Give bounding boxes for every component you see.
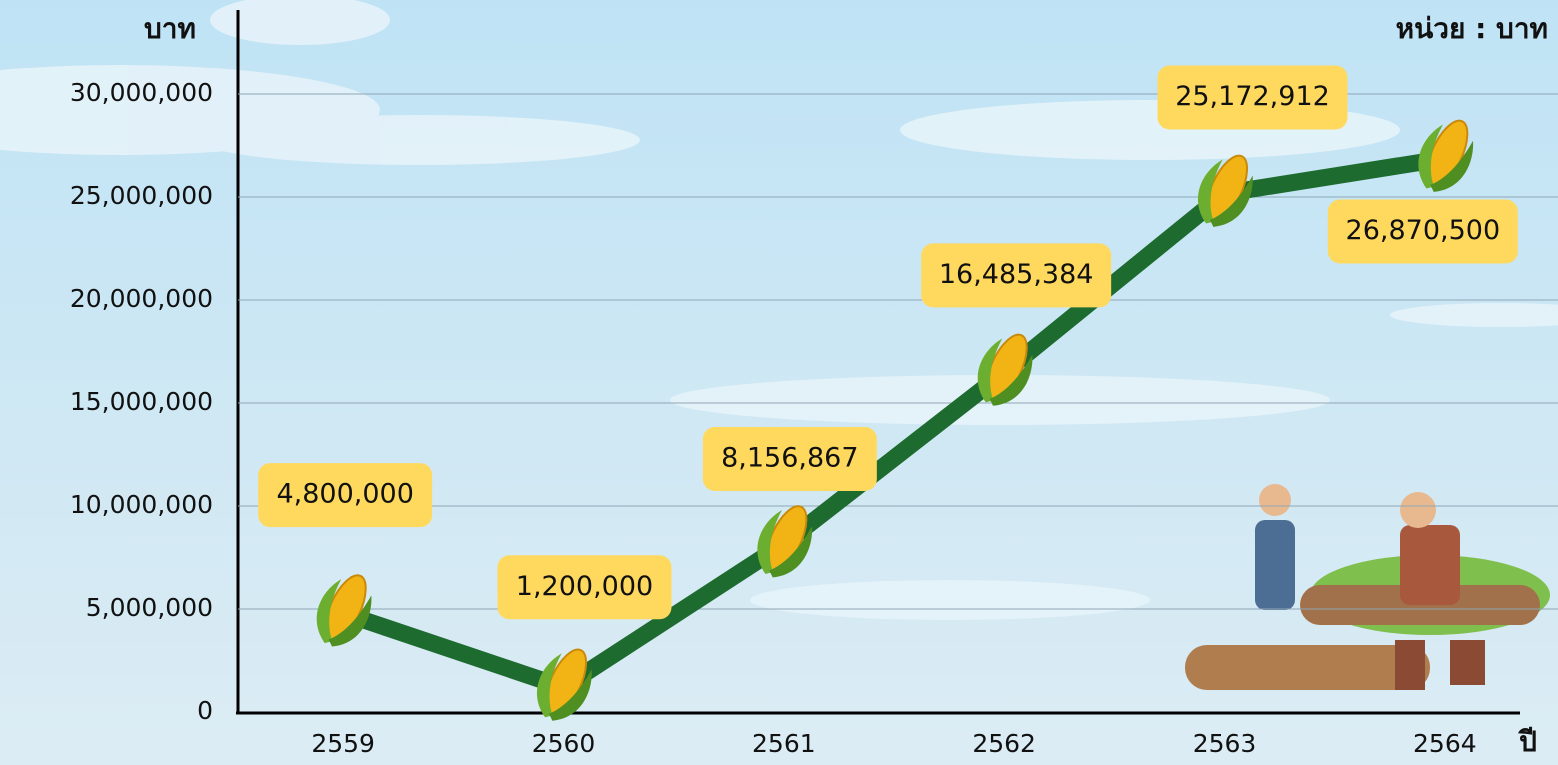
corn-marker	[537, 648, 592, 721]
corn-leaf	[989, 354, 1033, 406]
corn-leaf	[537, 653, 562, 718]
corn-leaf	[769, 526, 812, 578]
value-label: 26,870,500	[1346, 215, 1501, 246]
corn-marker	[757, 505, 812, 578]
value-label-box	[1157, 65, 1348, 130]
value-label-box	[258, 463, 433, 528]
y-tick-label: 0	[197, 696, 213, 725]
corn-leaf	[328, 595, 372, 647]
y-tick-label: 30,000,000	[70, 78, 213, 107]
corn-marker	[977, 333, 1033, 406]
y-axis-label: บาท	[144, 12, 196, 45]
x-tick-label: 2559	[311, 729, 375, 758]
corn-marker	[1198, 154, 1253, 227]
corn-leaf	[316, 579, 342, 644]
y-tick-label: 25,000,000	[70, 181, 213, 210]
x-tick-label: 2562	[972, 729, 1036, 758]
corn-leaf	[1430, 140, 1473, 192]
value-label: 1,200,000	[516, 571, 653, 602]
x-tick-label: 2561	[752, 729, 816, 758]
y-tick-label: 20,000,000	[70, 284, 213, 313]
value-label: 25,172,912	[1175, 81, 1330, 112]
value-label-box	[702, 426, 877, 491]
x-tick-label: 2563	[1193, 729, 1257, 758]
corn-marker	[316, 574, 372, 647]
corn-leaf	[549, 669, 592, 721]
y-tick-label: 15,000,000	[70, 387, 213, 416]
line	[340, 150, 1447, 696]
corn-leaf	[1210, 175, 1253, 227]
value-label-box	[497, 555, 672, 620]
clouds	[0, 0, 1558, 620]
y-tick-label: 10,000,000	[70, 490, 213, 519]
x-tick-label: 2560	[532, 729, 596, 758]
value-label: 8,156,867	[721, 442, 858, 473]
value-label-box	[921, 243, 1112, 308]
unit-note: หน่วย : บาท	[1396, 12, 1548, 45]
x-tick-label: 2564	[1413, 729, 1477, 758]
corn-marker	[1418, 119, 1473, 192]
y-tick-label: 5,000,000	[86, 593, 213, 622]
value-label: 4,800,000	[276, 479, 413, 510]
corn-leaf	[977, 338, 1003, 403]
x-axis-label: ปี	[1517, 725, 1537, 758]
corn-leaf	[1198, 159, 1223, 224]
corn-leaf	[757, 510, 783, 574]
corn-leaf	[1418, 124, 1444, 189]
value-label: 16,485,384	[939, 259, 1094, 290]
farm-illustration	[1185, 484, 1550, 690]
value-label-box	[1327, 199, 1518, 264]
